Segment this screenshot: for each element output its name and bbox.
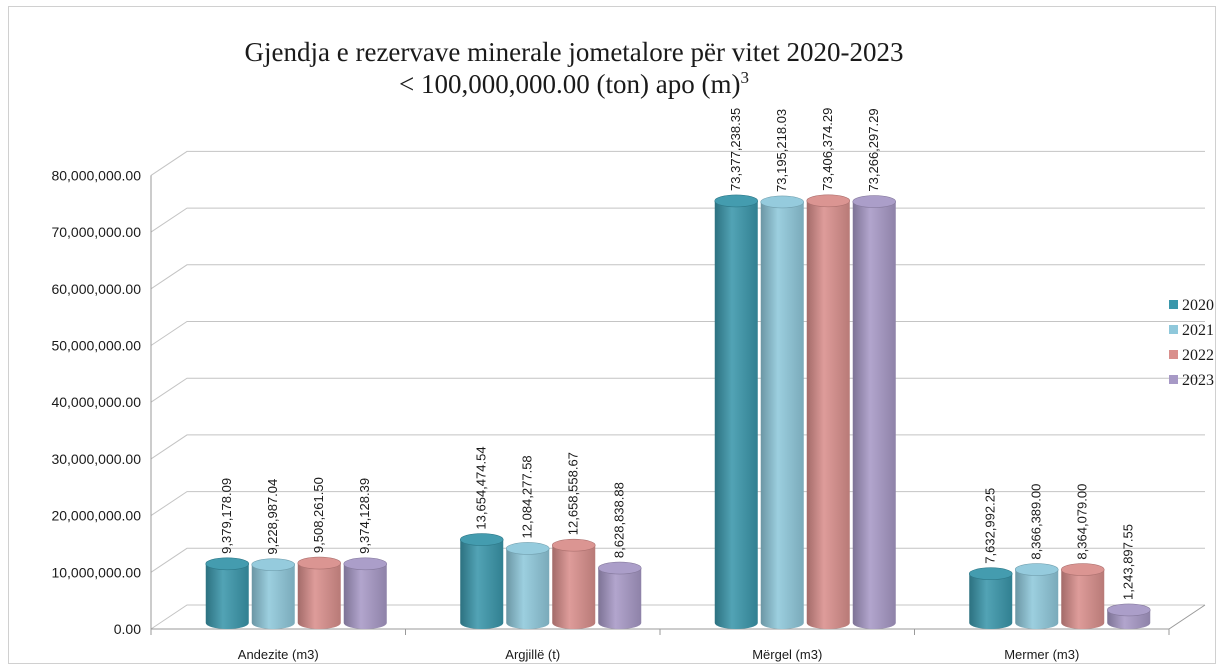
y-tick-label: 80,000,000.00 (51, 167, 141, 183)
bar (297, 556, 342, 629)
chart-frame: Gjendja e rezervave minerale jometalore … (8, 6, 1216, 664)
y-tick-label: 60,000,000.00 (51, 281, 141, 297)
y-tick-label: 20,000,000.00 (51, 508, 141, 524)
data-label: 1,243,897.55 (1121, 524, 1136, 600)
legend-label: 2022 (1182, 347, 1214, 364)
data-label: 9,379,178.09 (219, 478, 234, 554)
chart-title-line2-text: < 100,000,000.00 (ton) apo (m) (399, 69, 740, 99)
bar (1060, 563, 1105, 629)
bar (1014, 563, 1059, 629)
legend-swatch (1169, 375, 1178, 384)
y-tick-label: 50,000,000.00 (51, 338, 141, 354)
legend-label: 2020 (1182, 297, 1214, 314)
legend-swatch (1169, 325, 1178, 334)
data-label: 73,195,218.03 (774, 109, 789, 192)
legend-label: 2023 (1182, 372, 1214, 389)
bar (551, 538, 596, 629)
bar (459, 533, 504, 629)
bar (852, 195, 897, 630)
data-label: 13,654,474.54 (474, 446, 489, 529)
bar (205, 557, 250, 629)
x-axis: Andezite (m3) Argjillë (t) Mërgel (m3) Merm… (150, 604, 1206, 662)
chart-title-line2: < 100,000,000.00 (ton) apo (m)3 (399, 68, 749, 99)
bars (205, 194, 1151, 630)
data-label: 73,406,374.29 (820, 108, 835, 191)
data-label: 8,364,079.00 (1075, 484, 1090, 560)
data-label: 9,228,987.04 (265, 479, 280, 555)
bar (597, 561, 642, 629)
legend-swatch (1169, 300, 1178, 309)
x-category-label: Mërgel (m3) (752, 647, 822, 662)
data-label: 12,658,558.67 (566, 452, 581, 535)
y-tick-label: 0.00 (114, 621, 141, 637)
bar (343, 557, 388, 629)
data-label: 7,632,992.25 (983, 488, 998, 564)
gridline (150, 207, 1205, 233)
chart: Gjendja e rezervave minerale jometalore … (51, 37, 1214, 662)
bar (760, 195, 805, 630)
bar (806, 194, 851, 629)
gridline (150, 434, 1205, 460)
legend: 2020 2021 2022 2023 (1169, 297, 1214, 389)
y-axis: 0.00 10,000,000.00 20,000,000.00 30,000,000… (51, 167, 152, 637)
data-label: 73,377,238.35 (728, 108, 743, 191)
chart-title-line1: Gjendja e rezervave minerale jometalore … (245, 37, 904, 67)
data-label: 73,266,297.29 (866, 108, 881, 191)
x-category-label: Andezite (m3) (238, 647, 319, 662)
chart-title-superscript: 3 (740, 68, 749, 87)
bar (1106, 603, 1151, 629)
x-category-label: Argjillë (t) (505, 647, 560, 662)
legend-label: 2021 (1182, 322, 1214, 339)
data-label: 8,366,389.00 (1029, 484, 1044, 560)
gridline (150, 321, 1205, 346)
bar (968, 567, 1013, 629)
y-tick-label: 40,000,000.00 (51, 394, 141, 410)
gridline (150, 491, 1205, 517)
x-category-label: Mermer (m3) (1004, 647, 1079, 662)
bar (251, 558, 296, 629)
gridline (150, 150, 1205, 176)
data-label: 9,374,128.39 (357, 478, 372, 554)
bar (714, 194, 759, 630)
y-tick-label: 70,000,000.00 (51, 224, 141, 240)
y-tick-label: 30,000,000.00 (51, 451, 141, 467)
gridline (150, 264, 1205, 290)
data-label: 12,084,277.58 (520, 455, 535, 538)
bar (505, 542, 550, 629)
gridlines (150, 150, 1205, 630)
data-label: 9,508,261.50 (311, 477, 326, 553)
legend-swatch (1169, 350, 1178, 359)
data-label: 8,628,838.88 (612, 482, 627, 558)
y-tick-label: 10,000,000.00 (51, 564, 141, 580)
data-labels: 9,379,178.09 9,228,987.04 9,508,261.50 9,37… (219, 108, 1136, 600)
gridline (150, 377, 1205, 403)
